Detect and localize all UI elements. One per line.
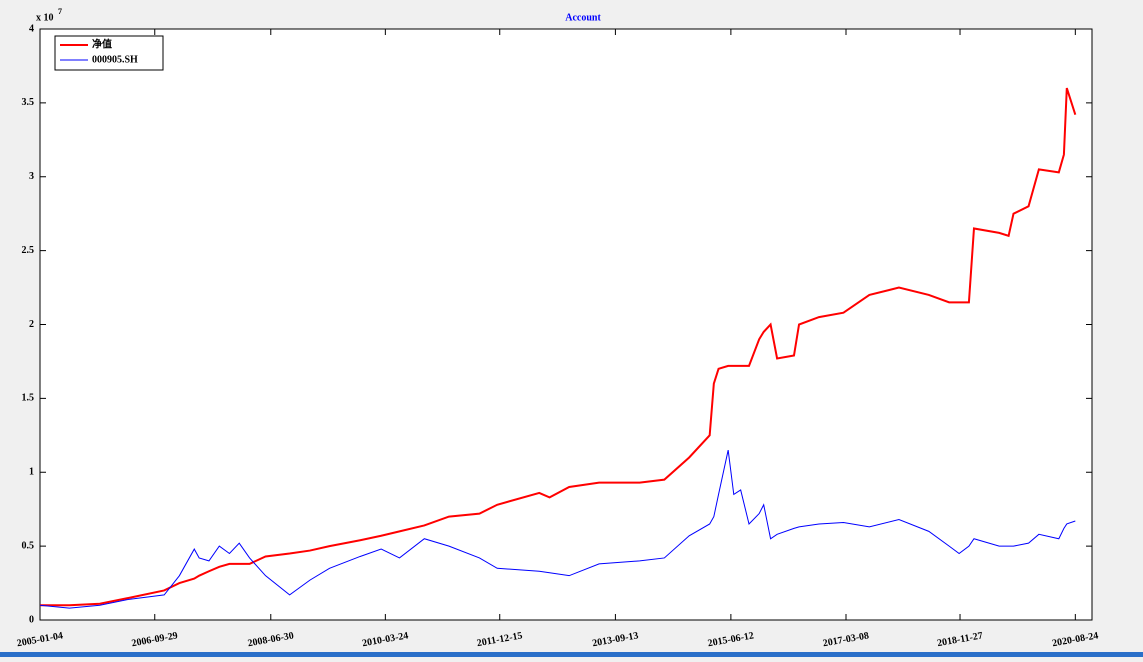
y-tick-label: 1 (29, 467, 34, 478)
legend-label: 000905.SH (92, 54, 138, 65)
legend-label: 净值 (92, 37, 112, 50)
y-tick-label: 0.5 (22, 540, 35, 551)
y-exponent: 7 (58, 7, 62, 16)
legend-box (54, 35, 164, 71)
plot-area (39, 28, 1093, 621)
y-tick-label: 2.5 (22, 245, 35, 256)
chart-title: Account (565, 12, 601, 23)
y-tick-label: 3 (29, 171, 34, 182)
series-line (40, 87, 1077, 607)
legend: 净值 000905.SH (54, 35, 164, 71)
y-tick-label: 2 (29, 319, 34, 330)
y-tick-label: 0 (29, 614, 34, 625)
y-tick-label: 1.5 (22, 393, 35, 404)
series-line (39, 449, 1076, 609)
y-tick-label: 3.5 (22, 97, 35, 108)
y-multiplier: x 10 (36, 12, 54, 23)
y-tick-label: 4 (29, 23, 34, 34)
window-edge (0, 652, 1143, 657)
